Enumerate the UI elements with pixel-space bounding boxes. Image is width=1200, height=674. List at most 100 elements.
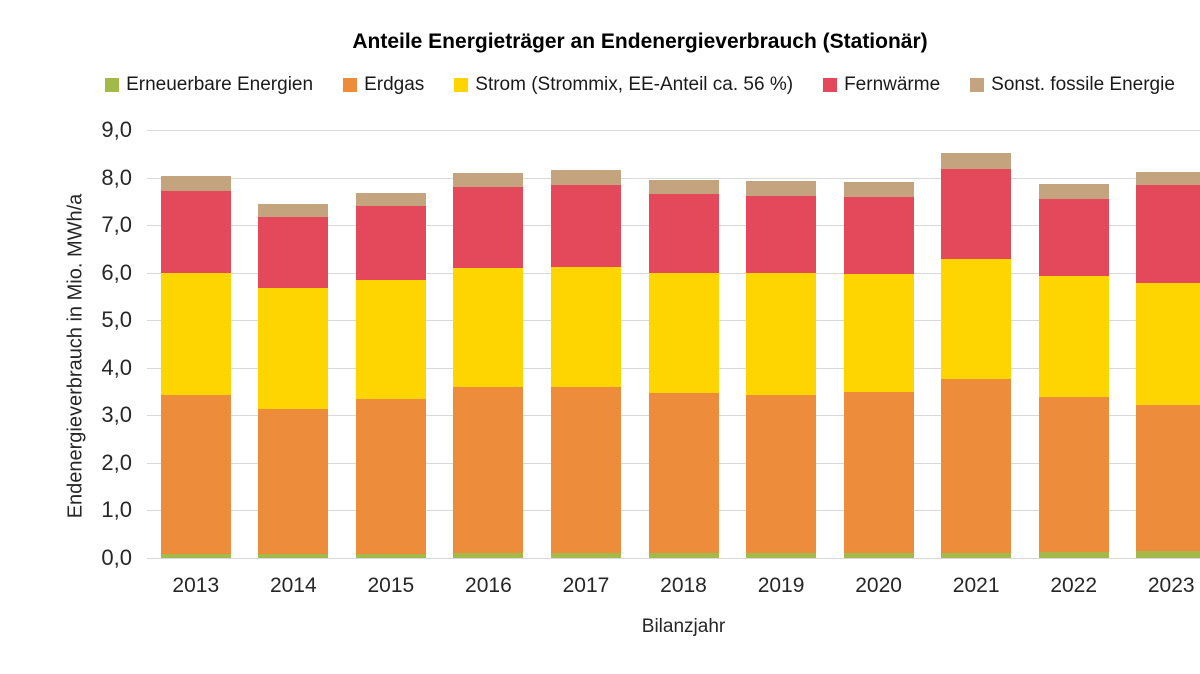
bar-segment-2017-erneuerbare-energien [550,553,621,558]
bar-2021 [941,153,1012,558]
x-tick-label-2013: 2013 [172,574,220,597]
gridline-0,0 [147,558,1200,559]
legend-label: Fernwärme [844,74,941,95]
y-tick-label-6,0: 6,0 [101,259,132,285]
bar-segment-2018-erdgas [648,392,719,554]
bar-segment-2018-fernwärme [648,194,719,273]
legend-swatch-icon [343,78,358,92]
x-axis-title: Bilanzjahr [641,616,726,637]
y-tick-label-9,0: 9,0 [101,117,132,142]
y-tick-label-2,0: 2,0 [101,449,132,475]
bar-segment-2013-erdgas [160,395,231,555]
y-tick-label-0,0: 0,0 [101,545,132,570]
bar-2014 [258,203,329,558]
bar-segment-2015-sonst-fossile-energie [355,192,426,207]
bar-segment-2013-erneuerbare-energien [160,554,231,558]
bar-slot-2018 [635,130,733,558]
bar-segment-2022-sonst-fossile-energie [1038,184,1109,200]
bar-slot-2015 [342,130,440,558]
x-tick-label-2021: 2021 [952,574,1000,597]
y-tick-label-4,0: 4,0 [101,354,132,380]
bar-segment-2019-strom-strommix-ee-anteil-ca-56 [746,272,817,395]
bar-segment-2023-sonst-fossile-energie [1136,171,1200,185]
bar-2018 [648,179,719,558]
x-tick-label-2020: 2020 [855,574,902,597]
bar-segment-2021-erneuerbare-energien [941,553,1012,558]
bar-segment-2020-strom-strommix-ee-anteil-ca-56 [843,273,914,393]
legend-label: Erneuerbare Energien [126,74,314,95]
bar-segment-2016-erneuerbare-energien [453,553,524,558]
bar-segment-2016-strom-strommix-ee-anteil-ca-56 [453,267,524,388]
bar-segment-2014-erdgas [258,408,329,555]
y-tick-label-7,0: 7,0 [101,212,132,238]
legend-item-fernwärme: Fernwärme [823,74,940,96]
bar-segment-2023-strom-strommix-ee-anteil-ca-56 [1136,283,1200,406]
bar-segment-2014-erneuerbare-energien [258,554,329,558]
bar-segment-2013-sonst-fossile-energie [160,176,231,192]
legend-item-erneuerbare-energien: Erneuerbare Energien [105,74,313,96]
bar-slot-2017 [537,130,635,558]
bar-segment-2020-fernwärme [843,197,914,274]
bar-segment-2019-erdgas [746,394,817,554]
legend-item-strom-strommix-ee-anteil-ca-56: Strom (Strommix, EE-Anteil ca. 56 %) [454,74,793,96]
legend-label: Erdgas [364,74,425,95]
bar-segment-2017-erdgas [550,387,621,554]
bar-segment-2020-erneuerbare-energien [843,553,914,558]
bar-slot-2014 [245,130,343,558]
bar-segment-2021-erdgas [941,379,1012,554]
bar-segment-2018-erneuerbare-energien [648,553,719,558]
gridline-8,0 [147,177,1200,179]
bar-segment-2017-fernwärme [550,185,621,267]
x-tick-label-2018: 2018 [660,574,707,597]
gridline-9,0 [147,130,1200,131]
x-tick-label-2015: 2015 [367,574,415,597]
bar-segment-2020-erdgas [843,392,914,554]
bar-segment-2023-fernwärme [1136,184,1200,284]
y-tick-label-3,0: 3,0 [101,402,132,428]
x-tick-label-2017: 2017 [562,574,610,597]
legend-swatch-icon [970,78,985,92]
bar-slot-2019 [732,130,830,558]
x-tick-label-2014: 2014 [269,574,317,597]
bar-segment-2021-fernwärme [941,169,1012,259]
legend-item-erdgas: Erdgas [343,74,424,96]
bar-segment-2016-fernwärme [453,187,524,268]
legend-item-sonst-fossile-energie: Sonst. fossile Energie [970,74,1175,96]
bar-2017 [550,170,621,558]
bar-segment-2014-sonst-fossile-energie [258,203,329,218]
plot-area [147,130,1200,559]
bar-2023 [1136,171,1200,558]
bar-segment-2013-strom-strommix-ee-anteil-ca-56 [160,273,231,396]
bar-segment-2022-erneuerbare-energien [1038,552,1109,558]
bar-segment-2015-erneuerbare-energien [355,554,426,558]
chart-title: Anteile Energieträger an Endenergieverbr… [352,30,928,53]
legend-swatch-icon [105,78,120,92]
x-axis-ticks: 2013 2014 2015 2016 2017 2018 2019 2020 2021 2022… [147,574,1200,598]
legend-swatch-icon [454,78,469,92]
bar-slot-2016 [440,130,538,558]
bar-segment-2017-sonst-fossile-energie [550,170,621,186]
bar-2019 [746,180,817,558]
bar-segment-2014-strom-strommix-ee-anteil-ca-56 [258,287,329,409]
legend: Erneuerbare Energien Erdgas Strom (Strommi… [40,74,1200,96]
bars-container [147,130,1200,558]
bar-2016 [453,172,524,558]
bar-segment-2022-erdgas [1038,397,1109,553]
bar-segment-2023-erdgas [1136,405,1200,552]
bar-slot-2021 [927,130,1025,558]
legend-swatch-icon [823,78,838,92]
bar-2015 [355,192,426,558]
bar-segment-2022-strom-strommix-ee-anteil-ca-56 [1038,275,1109,398]
bar-2022 [1038,184,1109,558]
bar-segment-2015-strom-strommix-ee-anteil-ca-56 [355,279,426,399]
bar-segment-2019-sonst-fossile-energie [746,180,817,197]
bar-segment-2021-strom-strommix-ee-anteil-ca-56 [941,258,1012,380]
bar-segment-2015-fernwärme [355,206,426,280]
bar-slot-2013 [147,130,245,558]
stacked-bar-chart: Anteile Energieträger an Endenergieverbr… [40,16,1200,658]
bar-segment-2016-erdgas [453,387,524,554]
bar-segment-2019-erneuerbare-energien [746,553,817,558]
legend-label: Sonst. fossile Energie [991,74,1175,95]
x-tick-label-2016: 2016 [465,574,512,597]
bar-segment-2015-erdgas [355,398,426,555]
